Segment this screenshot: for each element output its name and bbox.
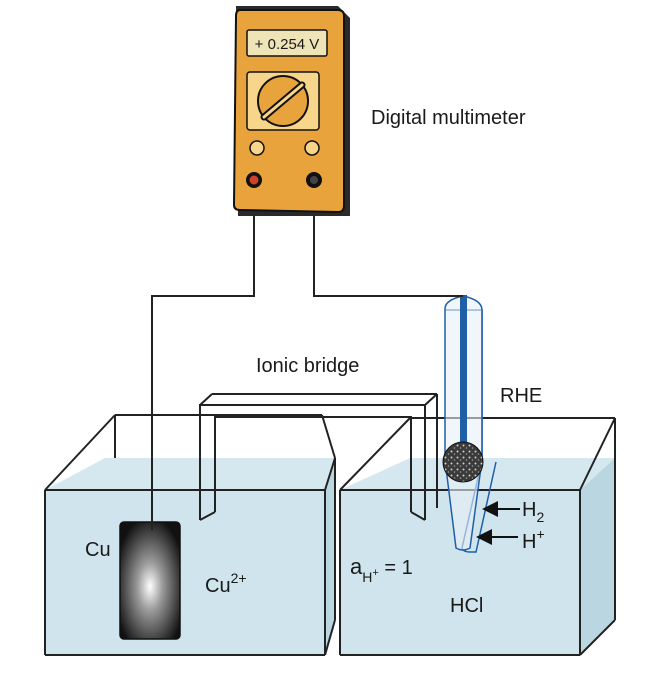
rhe-electrode [442,295,497,553]
rhe-platinum-frit [442,441,484,483]
multimeter-reading: + 0.254 V [255,36,320,53]
left-solution-surface [45,458,335,490]
multimeter-jack-right[interactable] [304,140,320,156]
digital-multimeter: + 0.254 V [232,6,350,216]
cu-electrode [119,521,181,640]
proton-activity-label: aH+ = 1 [350,554,413,585]
connection-wires [151,183,463,530]
right-beaker [339,417,616,656]
multimeter-jack-left[interactable] [249,140,265,156]
cu-ion-label: Cu2+ [205,570,247,597]
rhe-wire [460,295,467,447]
left-solution-front [45,490,325,655]
left-solution-side [325,458,335,655]
right-solution-side [580,458,615,655]
ionic-bridge-label: Ionic bridge [256,355,359,377]
h2-label: H2 [522,499,544,525]
proton-label: H+ [522,526,545,553]
multimeter-label: Digital multimeter [371,107,526,129]
ionic-bridge [199,393,438,521]
rhe-label: RHE [500,385,542,407]
multimeter-screen [246,29,328,57]
left-beaker [44,414,336,656]
cu-electrode-label: Cu [85,539,111,561]
hcl-label: HCl [450,595,483,617]
